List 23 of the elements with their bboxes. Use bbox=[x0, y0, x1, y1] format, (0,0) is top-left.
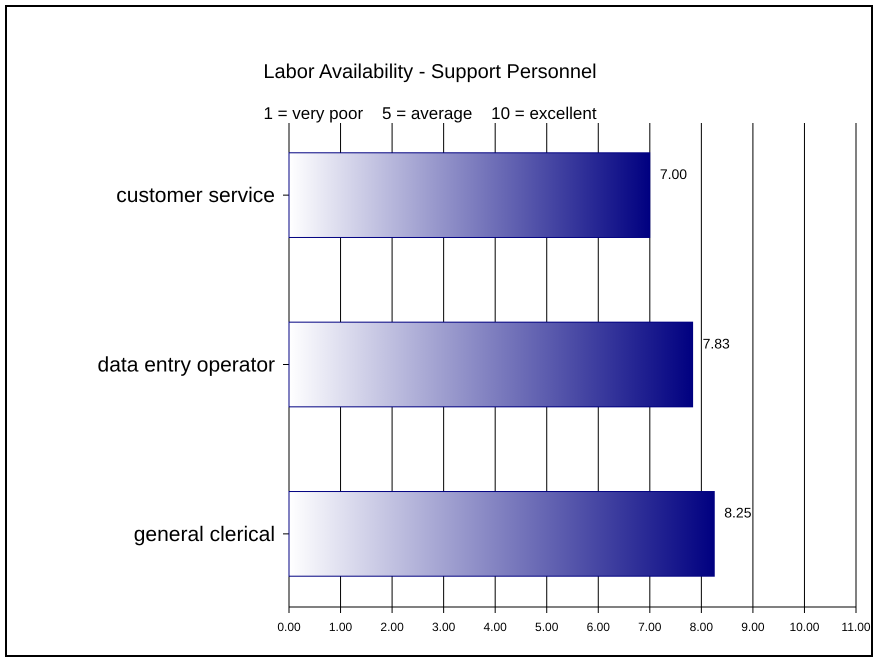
x-tick-label: 1.00 bbox=[328, 620, 353, 634]
y-tick-label: general clerical bbox=[134, 522, 275, 546]
bar bbox=[288, 322, 694, 408]
bar bbox=[288, 491, 715, 577]
x-tick-label: 2.00 bbox=[380, 620, 404, 634]
chart-subtitle: 1 = very poor 5 = average 10 = excellent bbox=[263, 104, 597, 123]
data-label: 7.00 bbox=[660, 166, 688, 182]
x-tick-label: 0.00 bbox=[277, 620, 301, 634]
x-tick-label: 7.00 bbox=[638, 620, 662, 634]
x-tick-label: 5.00 bbox=[535, 620, 559, 634]
x-tick-label: 9.00 bbox=[741, 620, 765, 634]
bar bbox=[288, 152, 650, 238]
x-tick-label: 8.00 bbox=[690, 620, 714, 634]
data-label: 8.25 bbox=[724, 504, 752, 521]
x-tick-label: 11.00 bbox=[841, 620, 871, 634]
x-tick-label: 4.00 bbox=[484, 620, 508, 634]
y-tick-label: data entry operator bbox=[98, 354, 275, 376]
y-tick-label: customer service bbox=[116, 184, 275, 208]
x-tick-label: 3.00 bbox=[432, 620, 456, 634]
data-label: 7.83 bbox=[702, 335, 730, 352]
x-tick-label: 10.00 bbox=[789, 620, 820, 634]
x-tick-label: 6.00 bbox=[586, 620, 610, 634]
chart-title: Labor Availability - Support Personnel bbox=[263, 61, 597, 83]
